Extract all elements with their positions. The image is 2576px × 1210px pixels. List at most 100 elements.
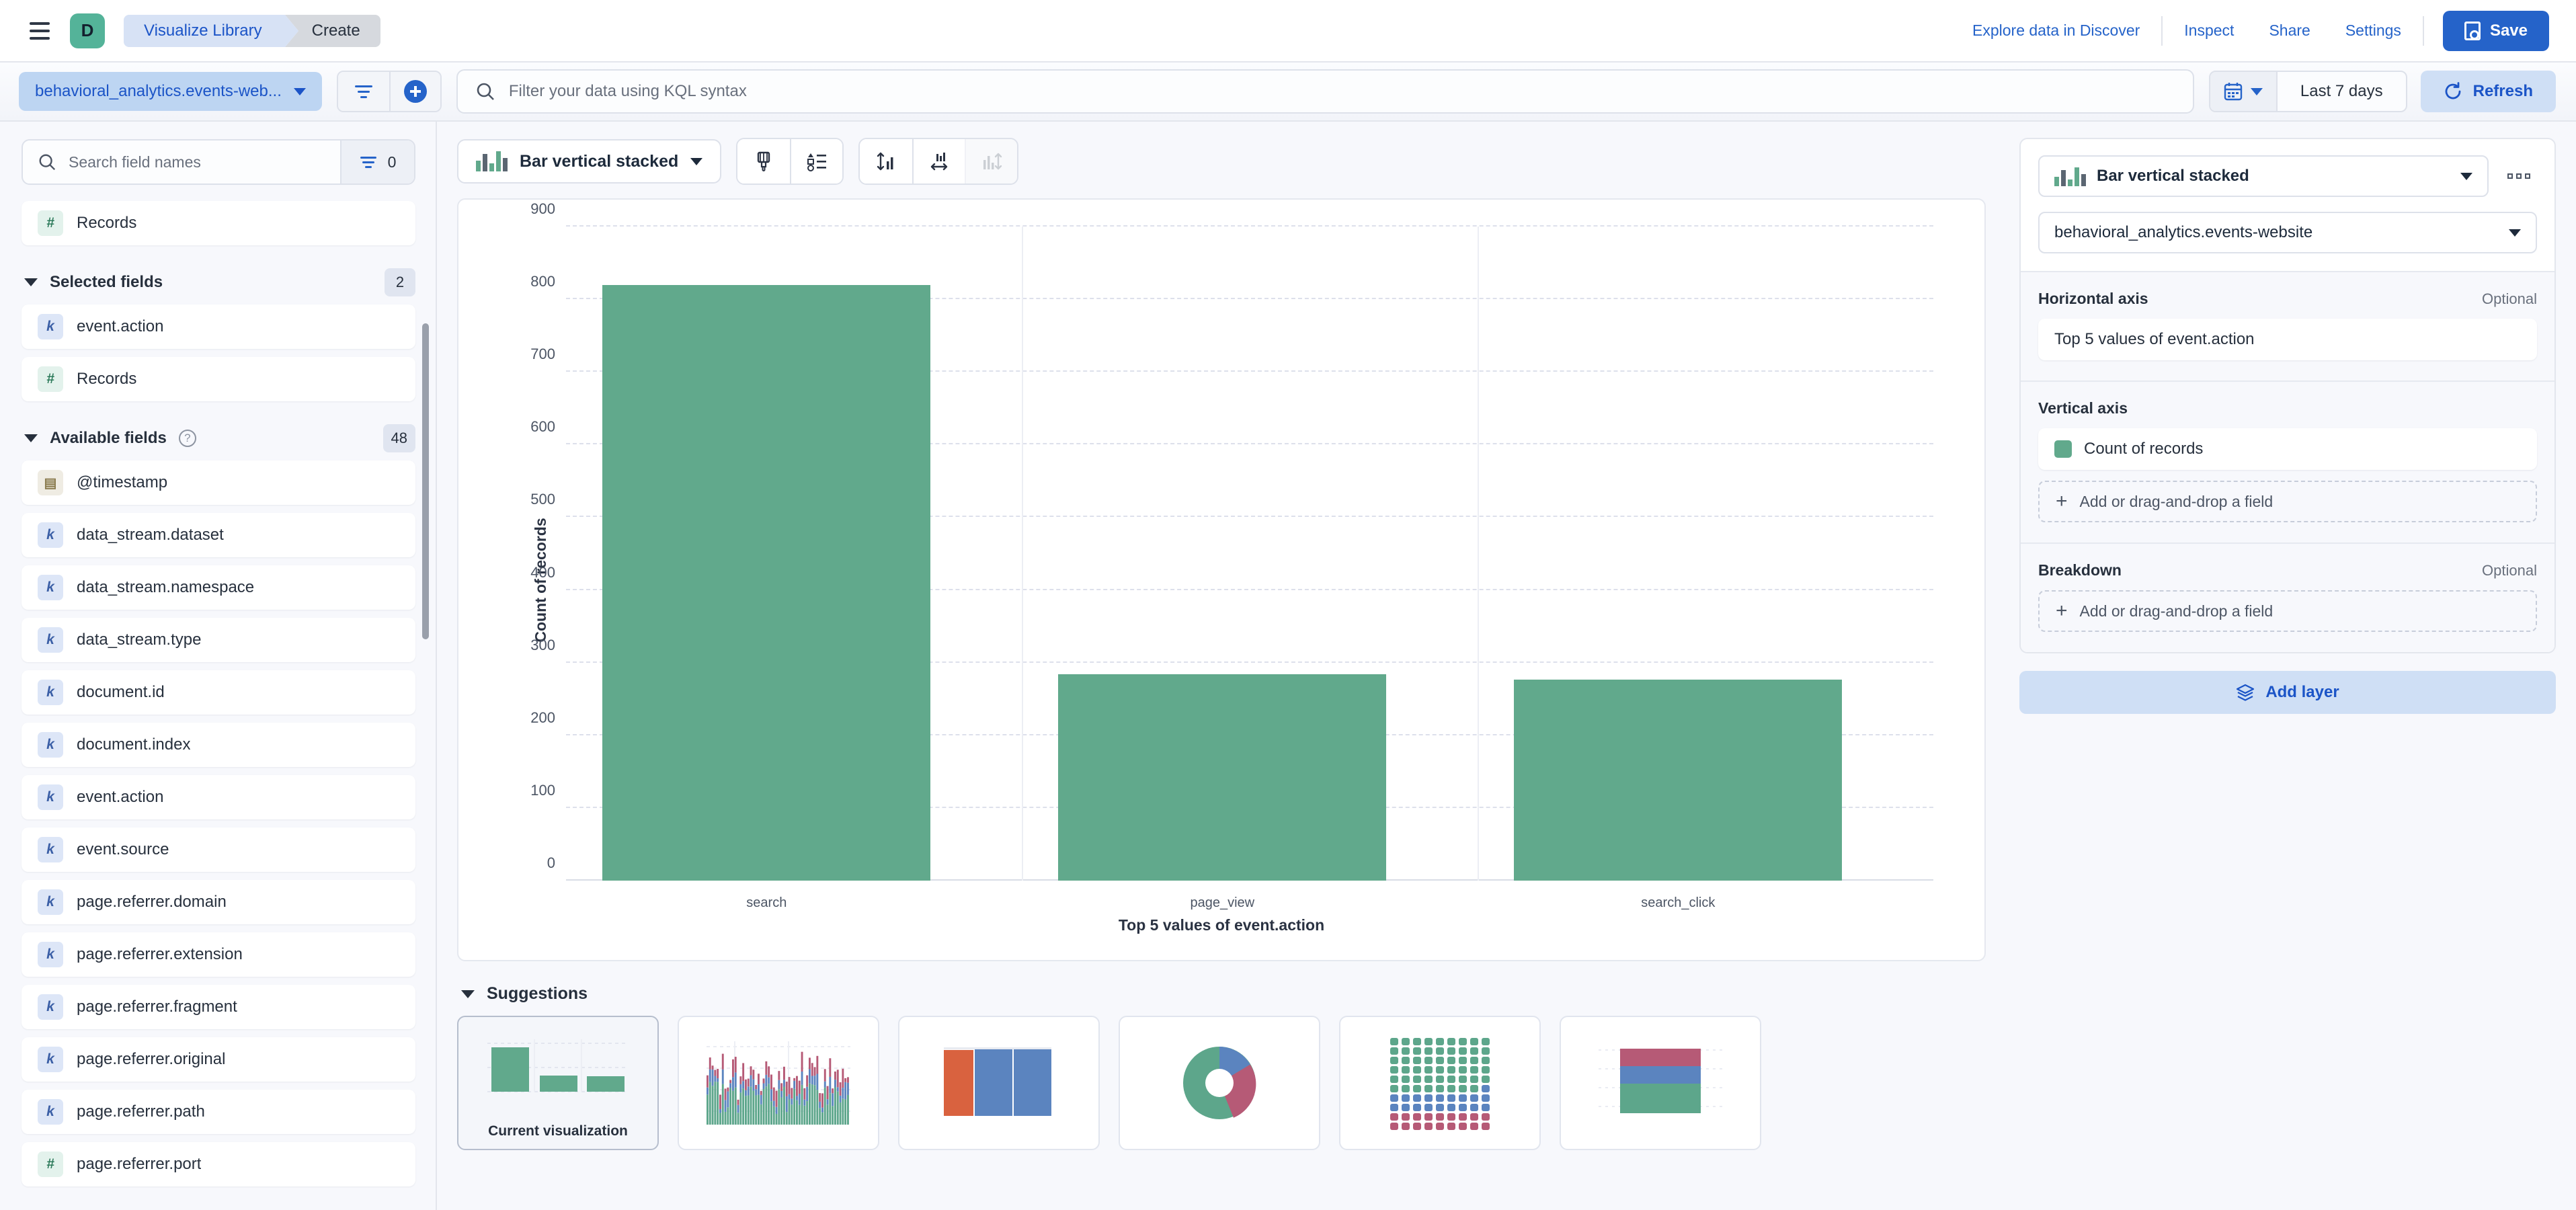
date-range-value[interactable]: Last 7 days bbox=[2300, 82, 2383, 100]
refresh-button[interactable]: Refresh bbox=[2420, 71, 2556, 112]
layers-icon bbox=[2237, 684, 2255, 701]
filter-options-button[interactable] bbox=[337, 72, 389, 111]
keyword-field-icon: k bbox=[38, 680, 63, 705]
config-section-horizontal-axis: Horizontal axis Optional Top 5 values of… bbox=[2021, 272, 2554, 382]
suggestion-waffle[interactable] bbox=[1339, 1016, 1541, 1150]
number-field-icon: # bbox=[38, 210, 63, 236]
field-row-event-action-selected[interactable]: k event.action bbox=[22, 305, 415, 349]
suggestion-donut[interactable] bbox=[1119, 1016, 1320, 1150]
breadcrumb-create[interactable]: Create bbox=[284, 14, 380, 47]
share-button[interactable]: Share bbox=[2269, 22, 2310, 39]
breakdown-dropzone-label: Add or drag-and-drop a field bbox=[2079, 602, 2273, 620]
chart-gridline bbox=[566, 443, 1933, 445]
chevron-down-icon bbox=[293, 87, 306, 95]
suggestion-current-visualization[interactable]: Current visualization bbox=[457, 1016, 659, 1150]
chart-switch-button[interactable]: Bar vertical stacked bbox=[457, 139, 722, 184]
horizontal-axis-dimension[interactable]: Top 5 values of event.action bbox=[2038, 319, 2537, 360]
date-field-icon: ▤ bbox=[38, 470, 63, 495]
suggestions-row: Current visualization bbox=[457, 1016, 1986, 1150]
field-name: page.referrer.path bbox=[77, 1102, 205, 1121]
field-row-data-stream-dataset[interactable]: k data_stream.dataset bbox=[22, 513, 415, 557]
vertical-axis-dimension[interactable]: Count of records bbox=[2038, 428, 2537, 470]
breakdown-optional: Optional bbox=[2482, 562, 2537, 579]
field-filter-button[interactable]: 0 bbox=[340, 140, 414, 184]
datasource-selector[interactable]: behavioral_analytics.events-web... bbox=[19, 72, 322, 111]
header-divider bbox=[2161, 15, 2163, 46]
keyword-field-icon: k bbox=[38, 889, 63, 915]
kql-placeholder: Filter your data using KQL syntax bbox=[508, 82, 747, 100]
field-name: page.referrer.fragment bbox=[77, 998, 237, 1016]
vertical-axis-icon[interactable] bbox=[860, 139, 913, 184]
chart-plot-area[interactable]: 0 100 200 300 400 500 600 700 800 900 search page_v… bbox=[530, 200, 1933, 910]
add-layer-button[interactable]: Add layer bbox=[2019, 671, 2556, 714]
app-header: D Visualize Library Create Explore data … bbox=[0, 0, 2576, 63]
data-view-selector[interactable]: behavioral_analytics.events-website bbox=[2038, 212, 2537, 253]
field-row-page-referrer-extension[interactable]: k page.referrer.extension bbox=[22, 932, 415, 977]
suggestion-thumbnail-stacked-single-bar bbox=[1570, 1026, 1750, 1139]
search-field-names-input[interactable]: Search field names bbox=[23, 140, 340, 184]
suggestions-header[interactable]: Suggestions bbox=[461, 984, 1986, 1004]
y-axis-tick: 0 bbox=[547, 854, 555, 871]
settings-button[interactable]: Settings bbox=[2345, 22, 2401, 39]
bar-chart-icon bbox=[2054, 166, 2086, 186]
field-row-page-referrer-path[interactable]: k page.referrer.path bbox=[22, 1090, 415, 1134]
selected-fields-header[interactable]: Selected fields 2 bbox=[24, 268, 415, 296]
field-row-event-source[interactable]: k event.source bbox=[22, 828, 415, 872]
calendar-quick-select-button[interactable] bbox=[2210, 72, 2278, 111]
app-logo-badge: D bbox=[70, 13, 105, 48]
field-row-document-id[interactable]: k document.id bbox=[22, 670, 415, 715]
chart-bar[interactable] bbox=[602, 284, 931, 881]
field-name: event.action bbox=[77, 788, 164, 806]
chevron-down-icon bbox=[2460, 172, 2472, 180]
horizontal-axis-icon[interactable] bbox=[912, 139, 965, 184]
config-section-vertical-axis: Vertical axis Count of records + Add or … bbox=[2021, 382, 2554, 544]
chart-bar[interactable] bbox=[1514, 679, 1843, 881]
keyword-field-icon: k bbox=[38, 522, 63, 548]
config-chart-switch-label: Bar vertical stacked bbox=[2097, 167, 2249, 185]
explore-data-in-discover-link[interactable]: Explore data in Discover bbox=[1972, 22, 2140, 39]
field-row-records-selected[interactable]: # Records bbox=[22, 357, 415, 401]
help-icon[interactable]: ? bbox=[178, 430, 196, 447]
kql-query-input[interactable]: Filter your data using KQL syntax bbox=[456, 69, 2194, 114]
field-row-page-referrer-domain[interactable]: k page.referrer.domain bbox=[22, 880, 415, 924]
field-row-data-stream-namespace[interactable]: k data_stream.namespace bbox=[22, 565, 415, 610]
vertical-axis-dropzone[interactable]: + Add or drag-and-drop a field bbox=[2038, 481, 2537, 522]
field-row-records-pinned[interactable]: # Records bbox=[22, 201, 415, 245]
suggestion-thumbnail-donut bbox=[1129, 1026, 1310, 1139]
chart-gridline bbox=[566, 661, 1933, 663]
suggestion-stacked-single-bar[interactable] bbox=[1560, 1016, 1761, 1150]
brush-icon[interactable] bbox=[737, 139, 791, 184]
legend-list-icon[interactable] bbox=[790, 139, 843, 184]
plus-icon: + bbox=[2056, 600, 2068, 622]
breakdown-dropzone[interactable]: + Add or drag-and-drop a field bbox=[2038, 590, 2537, 632]
sidebar-scrollbar[interactable] bbox=[422, 323, 429, 639]
suggestion-dense-stacked-bars[interactable] bbox=[678, 1016, 879, 1150]
breadcrumb-visualize-library[interactable]: Visualize Library bbox=[124, 14, 298, 47]
chart-x-axis-title: Top 5 values of event.action bbox=[1118, 916, 1325, 934]
field-row-data-stream-type[interactable]: k data_stream.type bbox=[22, 618, 415, 662]
add-layer-label: Add layer bbox=[2265, 683, 2339, 701]
horizontal-axis-optional: Optional bbox=[2482, 290, 2537, 307]
inspect-button[interactable]: Inspect bbox=[2184, 22, 2235, 39]
field-search-wrapper: Search field names 0 bbox=[22, 139, 415, 185]
chart-gridline bbox=[566, 516, 1933, 518]
save-button[interactable]: Save bbox=[2442, 10, 2549, 51]
add-filter-button[interactable] bbox=[389, 72, 440, 111]
field-row-event-action[interactable]: k event.action bbox=[22, 775, 415, 819]
menu-icon[interactable] bbox=[24, 15, 55, 46]
config-chart-switch[interactable]: Bar vertical stacked bbox=[2038, 155, 2489, 197]
chart-bar[interactable] bbox=[1058, 674, 1387, 881]
layer-actions-button[interactable] bbox=[2501, 167, 2537, 186]
field-row-document-index[interactable]: k document.index bbox=[22, 723, 415, 767]
field-row-page-referrer-port[interactable]: # page.referrer.port bbox=[22, 1142, 415, 1186]
x-axis-tick: search_click bbox=[1641, 895, 1716, 910]
chart-switch-label: Bar vertical stacked bbox=[520, 151, 679, 171]
field-row-page-referrer-original[interactable]: k page.referrer.original bbox=[22, 1037, 415, 1082]
field-row-timestamp[interactable]: ▤ @timestamp bbox=[22, 460, 415, 505]
field-row-page-referrer-fragment[interactable]: k page.referrer.fragment bbox=[22, 985, 415, 1029]
field-name: document.index bbox=[77, 735, 191, 754]
available-fields-header[interactable]: Available fields ? 48 bbox=[24, 424, 415, 452]
suggestion-bar-horizontal[interactable] bbox=[898, 1016, 1100, 1150]
value-labels-icon bbox=[965, 139, 1018, 184]
field-name: page.referrer.original bbox=[77, 1050, 226, 1068]
